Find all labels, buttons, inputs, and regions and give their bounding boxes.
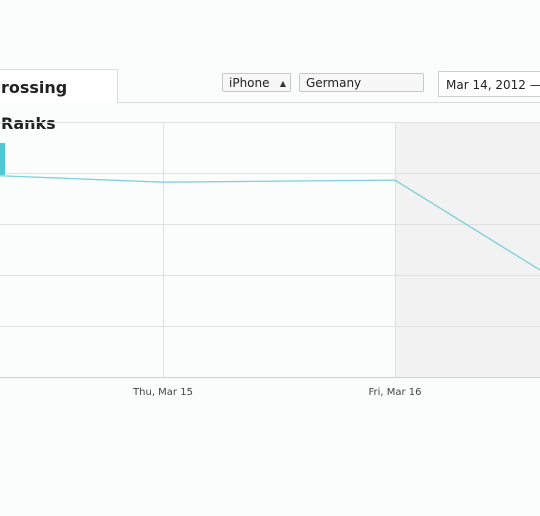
country-select[interactable]: Germany [299,73,424,92]
device-label: iPhone [229,76,270,90]
line [0,175,540,271]
x-tick-label: Thu, Mar 15 [132,387,193,398]
shaded-region [395,122,540,377]
tab-bar [118,102,540,103]
country-label: Germany [306,76,362,90]
tab[interactable]: rossing Ranks [0,69,118,133]
date-range[interactable]: Mar 14, 2012 — M [438,71,540,97]
legend-swatch [0,143,5,175]
x-tick-label: Fri, Mar 16 [368,387,421,398]
grid [0,122,540,378]
arrow: ▲ [279,79,286,88]
device-select[interactable]: iPhone ▲ [222,73,291,92]
